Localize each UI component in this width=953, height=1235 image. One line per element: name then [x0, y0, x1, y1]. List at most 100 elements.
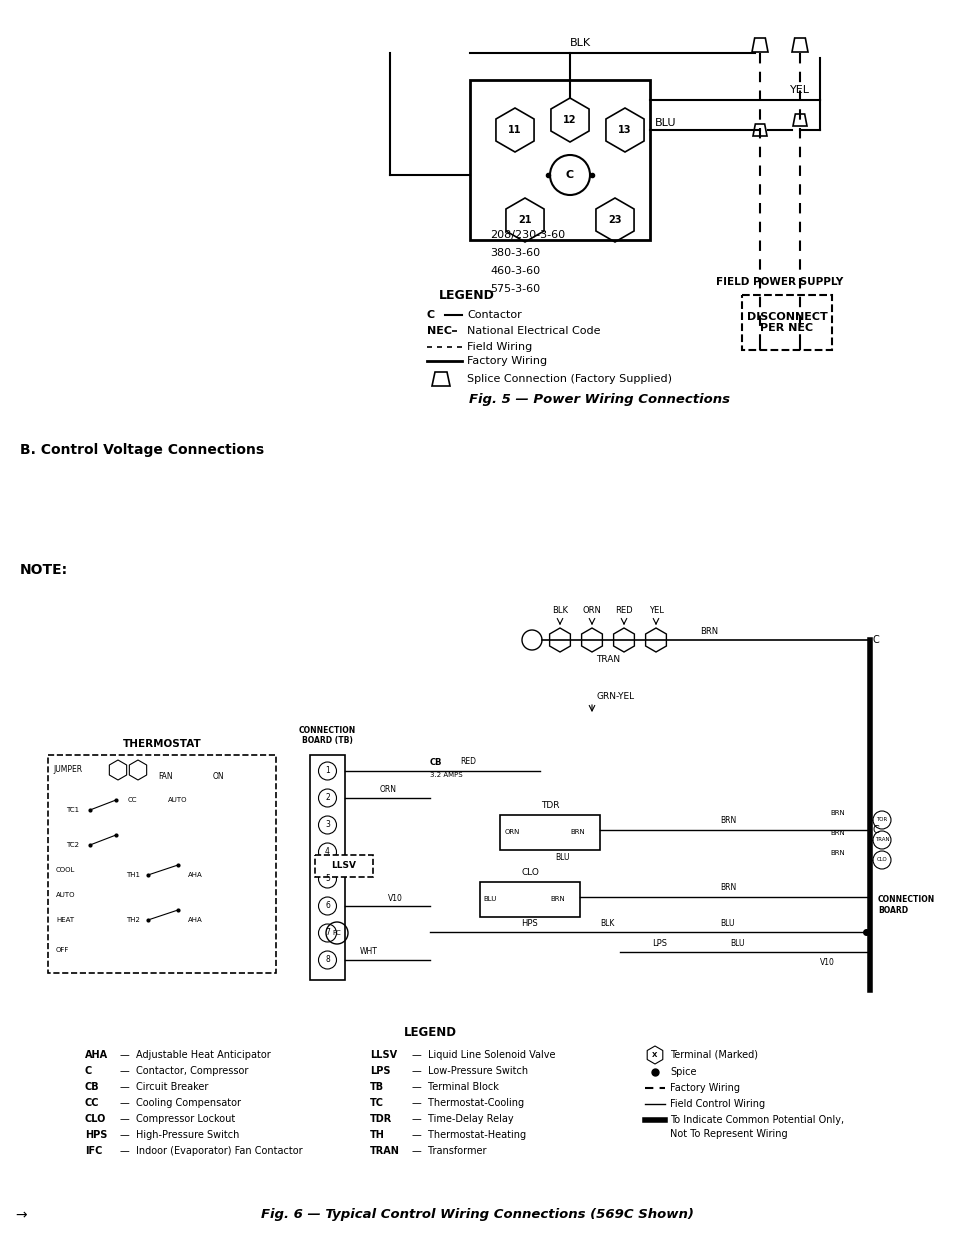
Text: 8: 8	[325, 956, 330, 965]
Text: ON: ON	[213, 773, 224, 782]
Text: 3: 3	[325, 820, 330, 830]
Text: National Electrical Code: National Electrical Code	[467, 326, 599, 336]
Text: HPS: HPS	[521, 919, 537, 927]
Text: Field Control Wiring: Field Control Wiring	[669, 1099, 764, 1109]
Text: HPS: HPS	[85, 1130, 108, 1140]
Text: FIELD POWER SUPPLY: FIELD POWER SUPPLY	[716, 277, 842, 287]
Text: C: C	[427, 310, 435, 320]
Text: BRN: BRN	[569, 830, 584, 836]
Text: TRAN: TRAN	[370, 1146, 399, 1156]
Text: V10: V10	[388, 894, 402, 903]
Text: RED: RED	[615, 606, 632, 615]
Text: 380-3-60: 380-3-60	[490, 248, 539, 258]
Text: CB: CB	[430, 758, 442, 767]
Text: Factory Wiring: Factory Wiring	[669, 1083, 740, 1093]
Text: AHA: AHA	[85, 1050, 108, 1060]
Text: —  Cooling Compensator: — Cooling Compensator	[120, 1098, 241, 1108]
Text: TC2: TC2	[66, 842, 79, 848]
Text: LLSV: LLSV	[331, 862, 356, 871]
Text: BLK: BLK	[599, 919, 614, 927]
FancyBboxPatch shape	[310, 755, 345, 981]
Text: TH2: TH2	[126, 918, 140, 923]
Text: ORN: ORN	[582, 606, 600, 615]
Text: ORN: ORN	[504, 830, 519, 836]
Text: BRN: BRN	[720, 816, 736, 825]
Text: BLU: BLU	[655, 119, 676, 128]
Text: 21: 21	[517, 215, 531, 225]
Text: BLU: BLU	[482, 897, 496, 903]
Text: BRN: BRN	[720, 883, 736, 892]
Text: FAN: FAN	[158, 773, 172, 782]
FancyBboxPatch shape	[741, 295, 831, 350]
Text: LPS: LPS	[652, 939, 667, 948]
Text: Spice: Spice	[669, 1067, 696, 1077]
Text: 2: 2	[325, 794, 330, 803]
Text: Field Wiring: Field Wiring	[467, 342, 532, 352]
Text: TOR: TOR	[876, 818, 886, 823]
FancyBboxPatch shape	[314, 855, 373, 877]
Text: YEL: YEL	[789, 85, 809, 95]
Text: Fig. 5 — Power Wiring Connections: Fig. 5 — Power Wiring Connections	[469, 394, 730, 406]
Text: LEGEND: LEGEND	[403, 1026, 456, 1040]
Text: Fig. 6 — Typical Control Wiring Connections (569C Shown): Fig. 6 — Typical Control Wiring Connecti…	[260, 1209, 693, 1221]
Text: BRN: BRN	[829, 850, 843, 856]
FancyBboxPatch shape	[48, 755, 275, 973]
Text: TC1: TC1	[66, 806, 79, 813]
Text: X: X	[652, 1052, 657, 1058]
Text: WHT: WHT	[359, 947, 377, 956]
Text: AUTO: AUTO	[56, 892, 75, 898]
Text: THERMOSTAT: THERMOSTAT	[123, 739, 201, 748]
Text: AHA: AHA	[188, 872, 203, 878]
Text: 460-3-60: 460-3-60	[490, 266, 539, 275]
Text: B. Control Voltage Connections: B. Control Voltage Connections	[20, 443, 264, 457]
Text: 6: 6	[325, 902, 330, 910]
Text: BLU: BLU	[555, 853, 569, 862]
Text: TDR: TDR	[540, 802, 558, 810]
Text: LEGEND: LEGEND	[438, 289, 495, 301]
Text: Factory Wiring: Factory Wiring	[467, 356, 547, 366]
Text: —  Liquid Line Solenoid Valve: — Liquid Line Solenoid Valve	[412, 1050, 555, 1060]
Text: LPS: LPS	[370, 1066, 390, 1076]
FancyBboxPatch shape	[470, 80, 649, 240]
Text: CONNECTION
BOARD: CONNECTION BOARD	[877, 895, 934, 915]
Text: —  Circuit Breaker: — Circuit Breaker	[120, 1082, 208, 1092]
Text: C: C	[85, 1066, 92, 1076]
Text: CB: CB	[85, 1082, 99, 1092]
Text: NEC: NEC	[427, 326, 452, 336]
Text: —  High-Pressure Switch: — High-Pressure Switch	[120, 1130, 239, 1140]
Text: Contactor: Contactor	[467, 310, 521, 320]
Text: —  Low-Pressure Switch: — Low-Pressure Switch	[412, 1066, 528, 1076]
Text: —  Thermostat-Heating: — Thermostat-Heating	[412, 1130, 525, 1140]
Text: —  Terminal Block: — Terminal Block	[412, 1082, 498, 1092]
Text: CC: CC	[85, 1098, 99, 1108]
Text: 208/230-3-60: 208/230-3-60	[490, 230, 564, 240]
Text: AHA: AHA	[188, 918, 203, 923]
Text: ORN: ORN	[379, 785, 396, 794]
FancyBboxPatch shape	[499, 815, 599, 850]
Text: Terminal (Marked): Terminal (Marked)	[669, 1050, 758, 1060]
Text: BLU: BLU	[720, 919, 734, 927]
Text: —  Compressor Lockout: — Compressor Lockout	[120, 1114, 235, 1124]
Text: TC: TC	[370, 1098, 384, 1108]
Text: BRN: BRN	[550, 897, 564, 903]
Text: —  Transformer: — Transformer	[412, 1146, 486, 1156]
Text: CLO: CLO	[876, 857, 886, 862]
Text: To Indicate Common Potential Only,: To Indicate Common Potential Only,	[669, 1115, 843, 1125]
Text: HEAT: HEAT	[56, 918, 74, 923]
Text: COOL: COOL	[56, 867, 75, 873]
Text: FC: FC	[333, 930, 341, 936]
Text: C: C	[565, 170, 574, 180]
Text: GRN-YEL: GRN-YEL	[597, 693, 635, 701]
FancyBboxPatch shape	[479, 882, 579, 918]
Text: C: C	[872, 825, 879, 835]
Text: TRAN: TRAN	[596, 655, 619, 664]
Text: TB: TB	[370, 1082, 384, 1092]
Text: BLK: BLK	[569, 38, 591, 48]
Text: AUTO: AUTO	[168, 797, 188, 803]
Text: DISCONNECT
PER NEC: DISCONNECT PER NEC	[746, 311, 826, 333]
Text: —  Thermostat-Cooling: — Thermostat-Cooling	[412, 1098, 523, 1108]
Text: V10: V10	[820, 958, 834, 967]
Text: TDR: TDR	[370, 1114, 392, 1124]
Text: BRN: BRN	[700, 627, 718, 636]
Text: —  Indoor (Evaporator) Fan Contactor: — Indoor (Evaporator) Fan Contactor	[120, 1146, 302, 1156]
